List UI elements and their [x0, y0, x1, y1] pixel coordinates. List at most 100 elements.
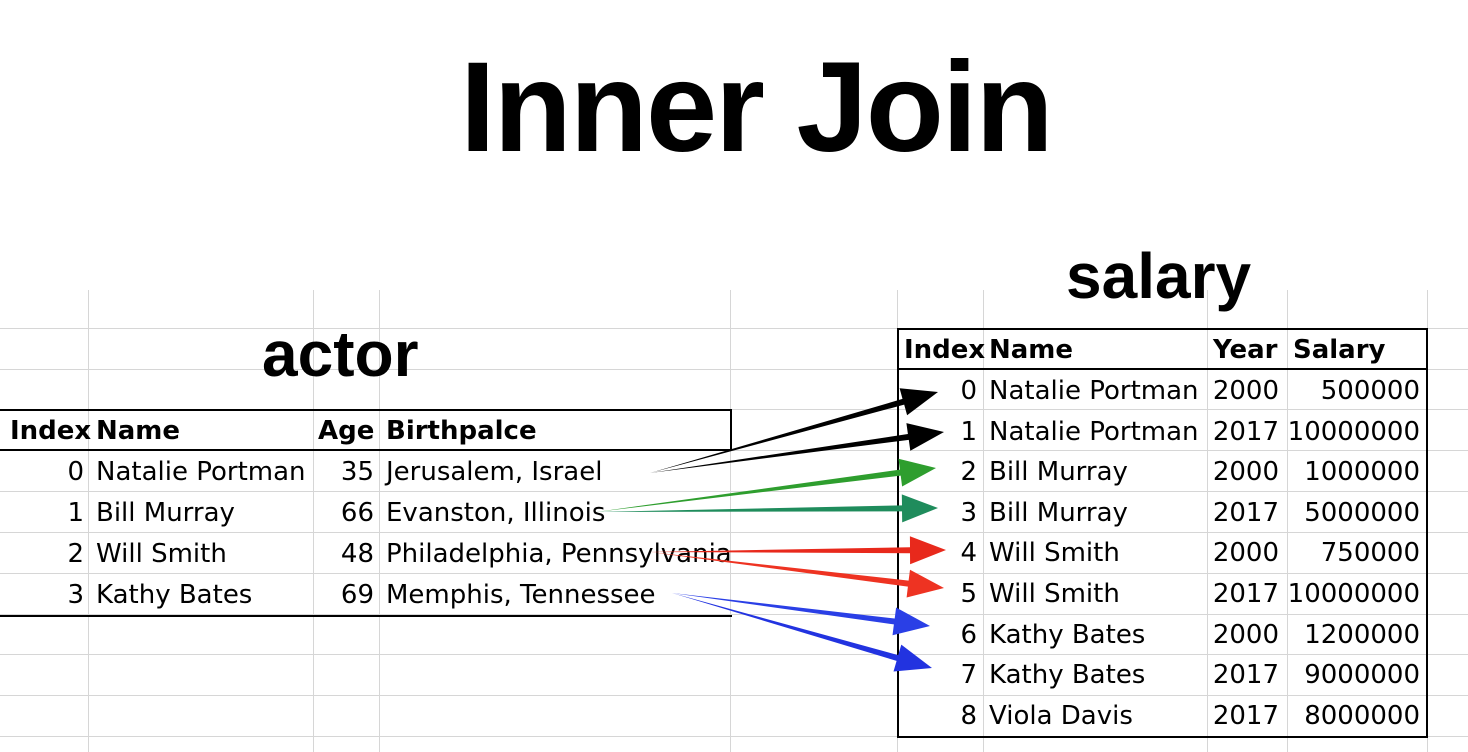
join-arrow: [672, 593, 930, 636]
grid-row-line: [0, 409, 1468, 410]
salary-name: Kathy Bates: [989, 660, 1146, 691]
actor-col-age: Age: [318, 416, 375, 446]
grid-row-line: [0, 654, 1468, 655]
salary-amount: 8000000: [1304, 700, 1420, 731]
table-row: 5 Will Smith 2017 10000000: [897, 574, 1428, 615]
salary-table-bottom-border: [897, 736, 1428, 738]
actor-age: 48: [340, 539, 374, 569]
table-row: 4 Will Smith 2000 750000: [897, 533, 1428, 574]
join-arrow: [650, 536, 946, 565]
salary-name: Will Smith: [989, 538, 1120, 569]
actor-header-row: Index Name Age Birthpalce: [0, 411, 732, 452]
salary-year: 2000: [1212, 538, 1279, 569]
salary-name: Bill Murray: [989, 497, 1128, 528]
table-row: 0 Natalie Portman 35 Jerusalem, Israel: [0, 452, 732, 493]
table-row: 1 Bill Murray 66 Evanston, Illinois: [0, 493, 732, 534]
actor-index: 2: [67, 539, 84, 569]
salary-index: 7: [960, 660, 977, 691]
actor-age: 69: [340, 580, 374, 610]
join-arrow: [596, 494, 938, 523]
salary-year: 2017: [1212, 579, 1279, 609]
grid-column-line: [379, 290, 380, 752]
table-row: 6 Kathy Bates 2000 1200000: [897, 615, 1428, 656]
grid-row-line: [0, 573, 1468, 574]
table-row: 3 Kathy Bates 69 Memphis, Tennessee: [0, 575, 732, 616]
grid-column-line: [88, 290, 89, 752]
table-row: 0 Natalie Portman 2000 500000: [897, 371, 1428, 412]
grid-column-line: [983, 290, 984, 752]
page-title: Inner Join: [460, 36, 1054, 179]
actor-col-name: Name: [96, 416, 181, 446]
actor-col-index: Index: [10, 416, 92, 446]
grid-column-line: [1287, 290, 1288, 752]
salary-year: 2017: [1212, 660, 1279, 691]
salary-table-top-border: [897, 328, 1428, 330]
salary-table-right-border: [1426, 328, 1428, 738]
actor-table-top-border: [0, 409, 732, 411]
salary-amount: 10000000: [1287, 416, 1420, 447]
actor-age: 66: [340, 498, 374, 528]
salary-header-underline: [897, 368, 1428, 370]
join-arrow: [650, 388, 938, 473]
salary-year: 2017: [1212, 497, 1279, 528]
salary-header-row: Index Name Year Salary: [897, 330, 1428, 371]
salary-year: 2017: [1212, 416, 1279, 447]
table-row: 8 Viola Davis 2017 8000000: [897, 696, 1428, 737]
salary-name: Kathy Bates: [989, 619, 1146, 650]
actor-table: Index Name Age Birthpalce 0 Natalie Port…: [0, 409, 732, 617]
salary-index: 5: [960, 579, 977, 609]
actor-header-underline: [0, 449, 732, 451]
salary-col-year: Year: [1213, 335, 1278, 365]
salary-amount: 5000000: [1304, 497, 1420, 528]
actor-birthplace: Philadelphia, Pennsylvania: [386, 539, 732, 569]
salary-index: 2: [960, 457, 977, 488]
grid-column-line: [313, 290, 314, 752]
actor-table-title: actor: [262, 318, 419, 390]
grid-row-line: [0, 369, 1468, 370]
salary-name: Bill Murray: [989, 457, 1128, 488]
actor-index: 0: [67, 457, 84, 487]
salary-year: 2000: [1212, 619, 1279, 650]
salary-col-name: Name: [989, 335, 1074, 365]
grid-row-line: [0, 450, 1468, 451]
salary-name: Viola Davis: [989, 700, 1133, 731]
table-row: 3 Bill Murray 2017 5000000: [897, 493, 1428, 534]
actor-index: 3: [67, 580, 84, 610]
salary-index: 4: [960, 538, 977, 569]
join-arrow: [650, 552, 944, 598]
table-row: 2 Will Smith 48 Philadelphia, Pennsylvan…: [0, 534, 732, 575]
salary-name: Natalie Portman: [989, 416, 1199, 447]
salary-amount: 9000000: [1304, 660, 1420, 691]
actor-table-right-border: [730, 409, 732, 451]
salary-table: Index Name Year Salary 0 Natalie Portman 2…: [897, 328, 1428, 738]
salary-amount: 1000000: [1304, 457, 1420, 488]
join-arrow: [672, 593, 932, 672]
grid-row-line: [0, 532, 1468, 533]
grid-row-line: [0, 328, 1468, 329]
actor-birthplace: Evanston, Illinois: [386, 498, 606, 528]
grid-row-line: [0, 491, 1468, 492]
actor-name: Bill Murray: [96, 498, 235, 528]
table-row: 2 Bill Murray 2000 1000000: [897, 452, 1428, 493]
actor-birthplace: Jerusalem, Israel: [386, 457, 603, 487]
salary-col-salary: Salary: [1293, 335, 1386, 365]
salary-amount: 1200000: [1304, 619, 1420, 650]
salary-name: Will Smith: [989, 579, 1120, 609]
grid-column-line: [730, 290, 731, 752]
salary-name: Natalie Portman: [989, 376, 1199, 406]
salary-index: 3: [960, 497, 977, 528]
join-arrow: [650, 423, 944, 473]
actor-name: Kathy Bates: [96, 580, 253, 610]
table-row: 1 Natalie Portman 2017 10000000: [897, 412, 1428, 453]
actor-name: Will Smith: [96, 539, 227, 569]
actor-table-bottom-border: [0, 615, 732, 617]
actor-col-birthplace: Birthpalce: [386, 416, 537, 446]
salary-year: 2000: [1212, 376, 1279, 406]
salary-index: 6: [960, 619, 977, 650]
actor-age: 35: [340, 457, 374, 487]
salary-col-index: Index: [904, 335, 986, 365]
grid-row-line: [0, 736, 1468, 737]
actor-birthplace: Memphis, Tennessee: [386, 580, 656, 610]
salary-year: 2000: [1212, 457, 1279, 488]
salary-amount: 10000000: [1287, 579, 1420, 609]
